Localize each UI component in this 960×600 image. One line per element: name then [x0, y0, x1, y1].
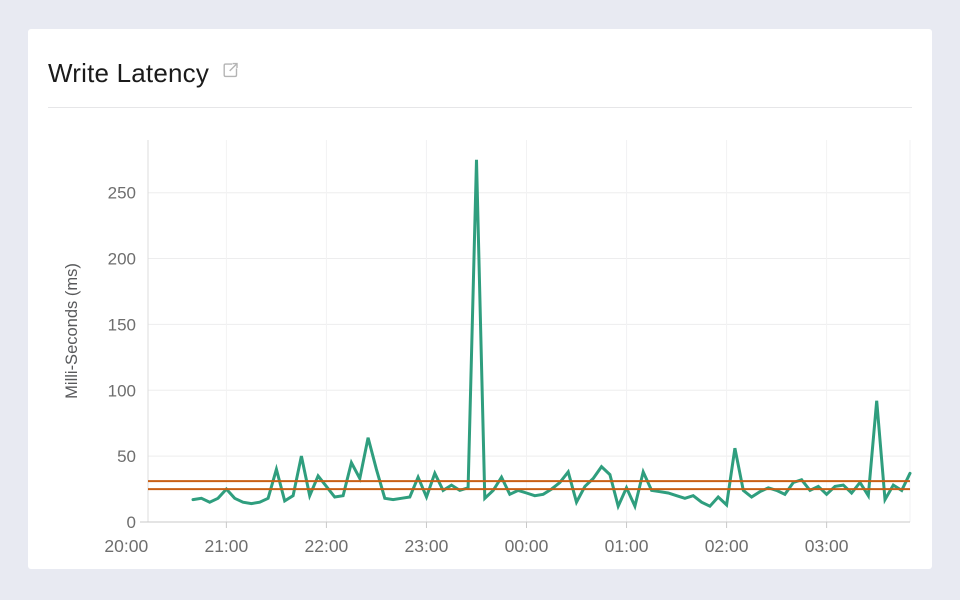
y-tick-label: 50	[117, 447, 136, 466]
y-tick-label: 200	[108, 250, 136, 269]
y-tick-label: 250	[108, 184, 136, 203]
latency-chart[interactable]: 0 50 100 150 200 250 20:00 21:00 22:00 23:00 00:00…	[28, 108, 932, 569]
y-tick-label: 0	[127, 513, 136, 532]
header-divider	[48, 107, 912, 108]
x-tick-label: 20:00	[104, 536, 148, 556]
card-title: Write Latency	[48, 57, 210, 88]
x-tick-label: 02:00	[705, 536, 749, 556]
external-link-icon[interactable]	[220, 60, 240, 80]
x-tick-label: 03:00	[805, 536, 849, 556]
x-tick-label: 21:00	[204, 536, 248, 556]
chart-area[interactable]: 0 50 100 150 200 250 20:00 21:00 22:00 23:00 00:00…	[28, 108, 932, 569]
y-axis-title: Milli-Seconds (ms)	[63, 263, 81, 399]
latency-series-line[interactable]	[191, 159, 912, 511]
latency-card: Write Latency 0 50 100 150 200 250 20:00 21:00 2…	[28, 29, 932, 569]
card-header: Write Latency	[28, 29, 932, 107]
x-tick-label: 22:00	[305, 536, 349, 556]
y-tick-label: 100	[108, 381, 136, 400]
y-tick-label: 150	[108, 315, 136, 334]
x-tick-label: 23:00	[405, 536, 449, 556]
x-tick-label: 00:00	[505, 536, 549, 556]
x-tick-label: 01:00	[605, 536, 649, 556]
